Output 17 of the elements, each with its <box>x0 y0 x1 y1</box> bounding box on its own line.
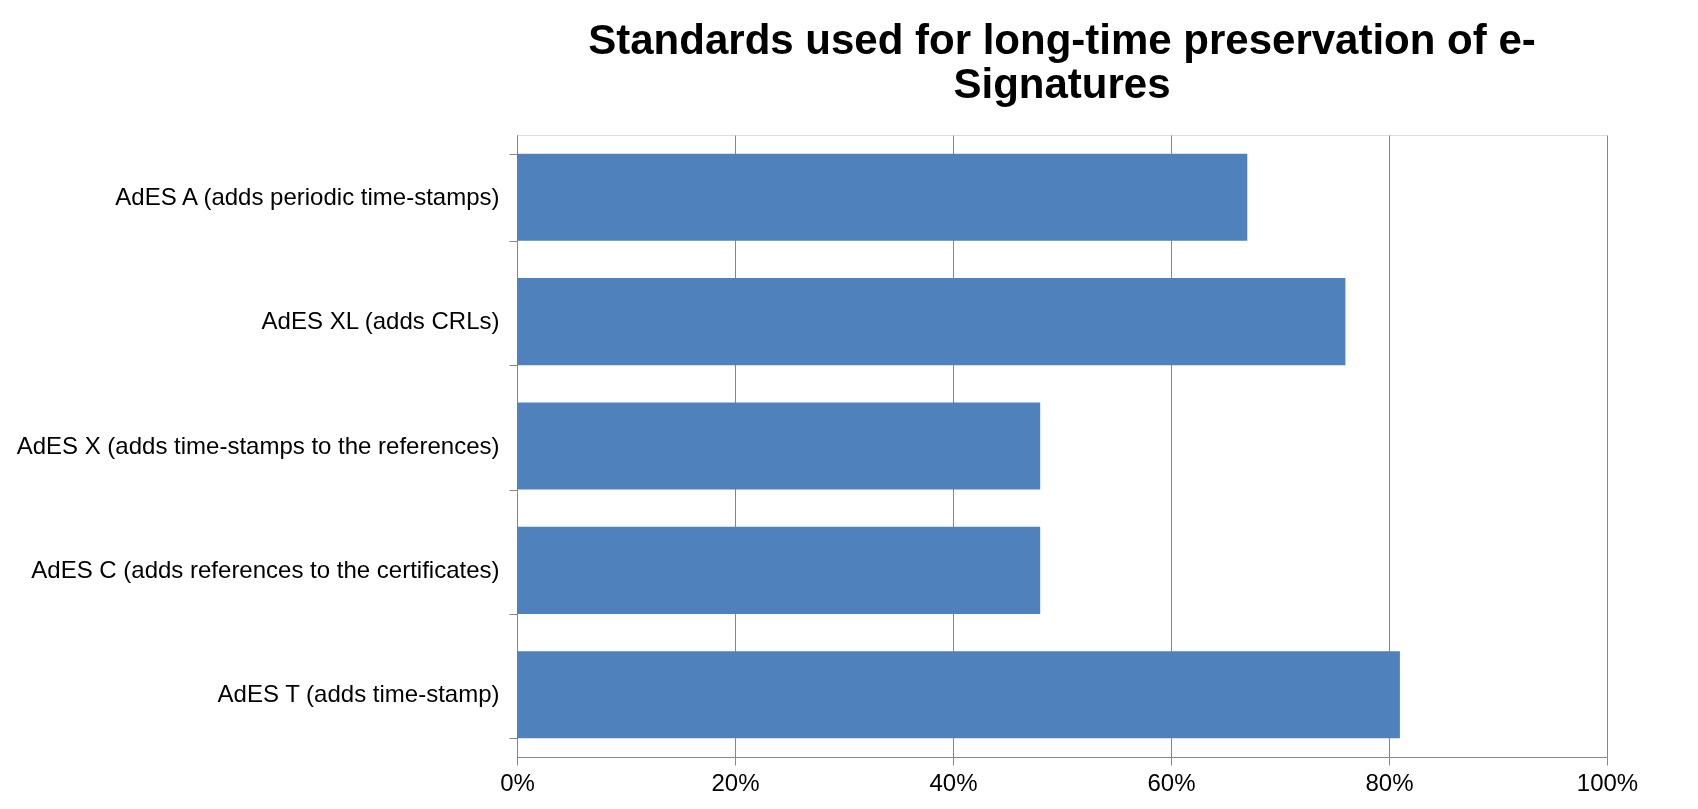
bar <box>517 651 1400 739</box>
bar <box>517 153 1248 241</box>
x-tick-label: 20% <box>711 768 760 796</box>
x-tick-label: 80% <box>1365 768 1414 796</box>
y-tick-label: AdES C (adds references to the certificates) <box>31 555 500 583</box>
x-tick-label: 0% <box>500 768 535 796</box>
x-tick-label: 100% <box>1576 768 1639 796</box>
x-tick-label: 40% <box>929 768 978 796</box>
bar <box>517 278 1346 366</box>
bar <box>517 526 1041 614</box>
y-tick-label: AdES T (adds time-stamp) <box>217 680 500 708</box>
x-tick-label: 60% <box>1147 768 1196 796</box>
bar <box>517 402 1041 490</box>
chart-title: Standards used for long-time preservation of e-Signatures <box>588 16 1536 107</box>
y-tick-label: AdES XL (adds CRLs) <box>261 307 500 335</box>
y-tick-label: AdES X (adds time-stamps to the references) <box>16 431 500 459</box>
y-tick-label: AdES A (adds periodic time-stamps) <box>115 182 500 210</box>
